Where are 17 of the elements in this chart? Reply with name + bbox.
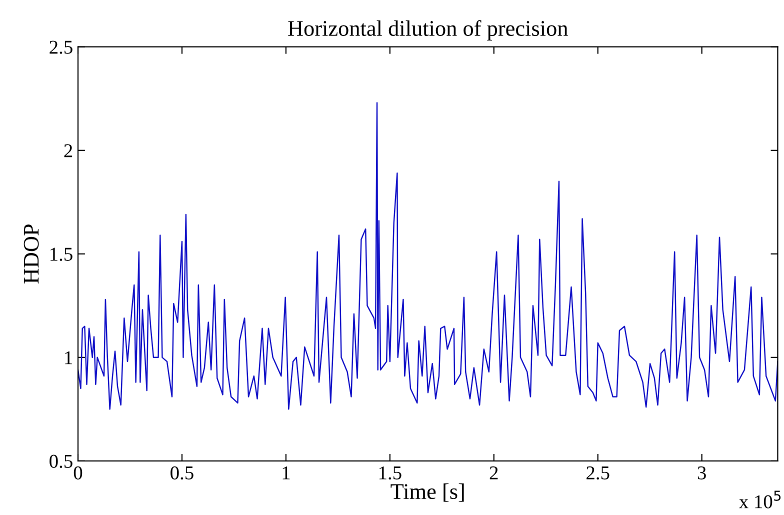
text: x 10$^{5}$ [739, 490, 781, 508]
x-tick-label: 2.5 [586, 466, 610, 480]
x-tick-label: 1.5 [379, 466, 402, 480]
x-axis-title: Time [s] [390, 483, 464, 502]
y-tick-label: 0.5 [50, 454, 72, 468]
chart-title: Horizontal dilution of precision [288, 20, 568, 40]
y-tick-label: 2.5 [50, 40, 72, 54]
x-tick-label: 2 [490, 466, 498, 480]
y-axis-title: HDOP [24, 224, 39, 284]
x-tick-label: 0 [74, 466, 82, 480]
x-tick-label: 0.5 [170, 466, 194, 480]
y-tick-label: 2 [64, 144, 72, 158]
y-tick-label: 1.5 [50, 248, 72, 261]
x-tick-label: 1 [282, 466, 290, 480]
line-series [78, 102, 778, 410]
x-tick-label: 3 [698, 466, 706, 480]
y-tick-label: 1 [65, 351, 72, 364]
